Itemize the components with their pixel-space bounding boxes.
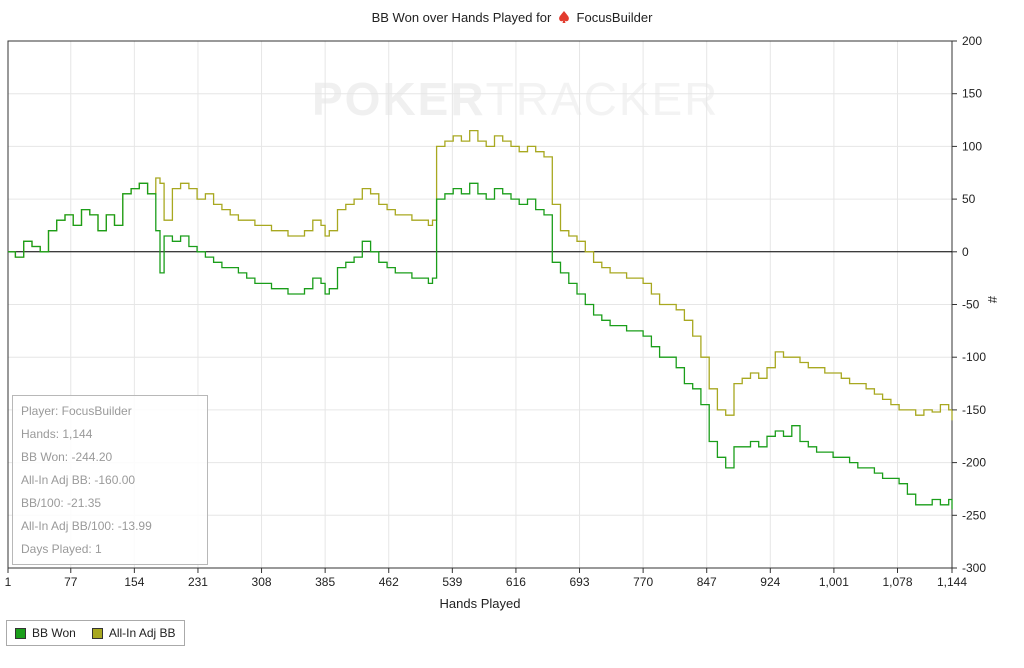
x-axis-label: Hands Played (439, 596, 521, 611)
chart-title: BB Won over Hands Played for FocusBuilde… (0, 10, 1024, 25)
y-axis-label: # (985, 296, 1000, 304)
legend-item-bb-won[interactable]: BB Won (15, 626, 76, 640)
legend-swatch-bb-won (15, 627, 26, 639)
series-layer (8, 129, 953, 510)
chart-title-player: FocusBuilder (576, 10, 653, 25)
legend: BB Won All-In Adj BB (6, 620, 185, 646)
y-tick-label: 100 (962, 139, 982, 153)
y-tick-label: 0 (962, 245, 969, 259)
player-stats-box: Player: FocusBuilder Hands: 1,144 BB Won… (12, 395, 208, 565)
stats-hands: Hands: 1,144 (21, 427, 93, 441)
x-tick-label: 924 (760, 575, 780, 589)
x-tick-label: 1,144 (937, 575, 967, 589)
y-tick-label: -100 (962, 350, 986, 364)
x-tick-label: 1 (5, 575, 12, 589)
x-tick-label: 1,078 (882, 575, 912, 589)
y-tick-label: 200 (962, 34, 982, 48)
x-tick-label: 385 (315, 575, 335, 589)
stats-bb-won: BB Won: -244.20 (21, 450, 113, 464)
x-tick-label: 616 (506, 575, 526, 589)
stats-days-played: Days Played: 1 (21, 542, 102, 556)
x-tick-label: 154 (124, 575, 144, 589)
legend-label-bb-won: BB Won (32, 626, 76, 640)
y-tick-label: -250 (962, 508, 986, 522)
x-tick-label: 847 (697, 575, 717, 589)
legend-swatch-allin-adj-bb (91, 627, 103, 639)
stats-bb-per-100: BB/100: -21.35 (21, 496, 102, 510)
x-tick-label: 1,001 (819, 575, 849, 589)
x-tick-label: 231 (188, 575, 208, 589)
y-tick-label: 50 (962, 192, 976, 206)
pokertracker-spade-icon (559, 11, 569, 23)
y-tick-label: -50 (962, 298, 980, 312)
series-line-bb-won (8, 182, 953, 510)
chart-title-prefix: BB Won over Hands Played for (371, 10, 552, 25)
legend-item-allin-adj-bb[interactable]: All-In Adj BB (91, 626, 176, 640)
x-tick-label: 308 (252, 575, 272, 589)
y-tick-label: -200 (962, 456, 986, 470)
pokertracker-watermark: POKERTRACKER (312, 73, 720, 125)
tick-layer: 1 77 154 231 308 385 462 539 616 693 770 847 924 1,00… (5, 34, 987, 589)
x-tick-label: 539 (442, 575, 462, 589)
stats-allin-adj-bb: All-In Adj BB: -160.00 (21, 473, 136, 487)
y-tick-label: -300 (962, 561, 986, 575)
x-tick-label: 693 (570, 575, 590, 589)
x-tick-label: 77 (64, 575, 78, 589)
series-line-allin-adj-bb (8, 129, 953, 421)
y-tick-label: -150 (962, 403, 986, 417)
y-tick-label: 150 (962, 87, 982, 101)
stats-player: Player: FocusBuilder (21, 404, 132, 418)
x-tick-label: 462 (379, 575, 399, 589)
x-tick-label: 770 (633, 575, 653, 589)
stats-allin-adj-bb-per-100: All-In Adj BB/100: -13.99 (21, 519, 152, 533)
legend-label-allin-adj-bb: All-In Adj BB (108, 626, 176, 640)
